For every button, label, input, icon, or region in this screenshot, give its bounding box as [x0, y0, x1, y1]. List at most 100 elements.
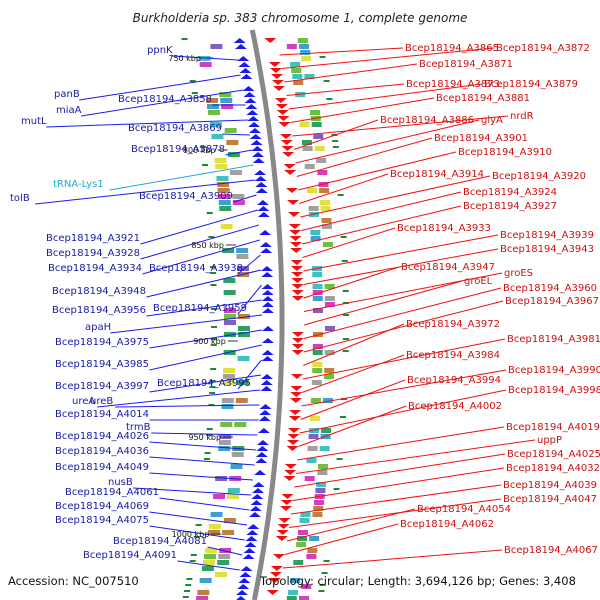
reverse-gene-arrow: [290, 248, 303, 253]
gene-label-left[interactable]: Bcep18194_A4081: [113, 536, 207, 547]
gene-label-left[interactable]: Bcep18194_A4075: [55, 515, 149, 526]
gene-label-right[interactable]: Bcep18194_A3984: [406, 350, 500, 361]
gene-label-right[interactable]: Bcep18194_A3910: [458, 147, 552, 158]
feature-block: [202, 560, 215, 565]
gene-label-right[interactable]: Bcep18194_A3981: [507, 334, 600, 345]
forward-gene-arrow: [245, 104, 258, 109]
gene-label-left[interactable]: Bcep18194_A4061: [65, 487, 159, 498]
gene-label-left[interactable]: tRNA-Lys1: [53, 179, 104, 190]
gene-label-right[interactable]: Bcep18194_A3998: [508, 385, 600, 396]
gene-label-right[interactable]: Bcep18194_A4067: [504, 545, 598, 556]
feature-block: [236, 266, 249, 271]
gene-label-right[interactable]: Bcep18194_A3881: [436, 93, 530, 104]
gene-label-left[interactable]: tolB: [10, 193, 30, 204]
gene-label-right[interactable]: Bcep18194_A3972: [406, 319, 500, 330]
gene-label-left[interactable]: Bcep18194_A4026: [55, 431, 149, 442]
gene-label-left[interactable]: Bcep18194_A3909: [139, 191, 233, 202]
gene-label-left[interactable]: Bcep18194_A3956: [52, 305, 146, 316]
gene-label-left[interactable]: Bcep18194_A4036: [55, 446, 149, 457]
gene-label-right[interactable]: Bcep18194_A4019: [506, 422, 600, 433]
gene-label-right[interactable]: Bcep18194_A4054: [417, 504, 511, 515]
track-dash: [193, 536, 200, 538]
gene-label-right[interactable]: Bcep18194_A4032: [506, 463, 600, 474]
gene-label-left[interactable]: Bcep18194_A4091: [83, 550, 177, 561]
gene-label-right[interactable]: Bcep18194_A3872: [496, 43, 590, 54]
feature-block: [224, 128, 237, 133]
label-connector: [294, 453, 506, 488]
gene-label-left[interactable]: Bcep18194_A4069: [55, 501, 149, 512]
label-connector: [286, 83, 405, 96]
feature-block: [224, 320, 236, 325]
feature-block: [301, 584, 312, 589]
gene-label-left[interactable]: Bcep18194_A3858: [118, 94, 212, 105]
gene-label-left[interactable]: Bcep18194_A4049: [55, 462, 149, 473]
gene-label-left[interactable]: Bcep18194_A3975: [55, 337, 149, 348]
gene-label-left[interactable]: ppnK: [147, 45, 173, 56]
gene-label-right[interactable]: Bcep18194_A3947: [401, 262, 495, 273]
gene-label-left[interactable]: miaA: [56, 105, 82, 116]
gene-label-right[interactable]: groES: [504, 268, 533, 279]
gene-label-left[interactable]: panB: [54, 89, 80, 100]
gene-label-right[interactable]: Bcep18194_A3886: [380, 115, 474, 126]
gene-label-right[interactable]: Bcep18194_A3933: [397, 223, 491, 234]
feature-block: [321, 428, 332, 433]
gene-label-right[interactable]: Bcep18194_A3939: [500, 230, 594, 241]
label-connector: [142, 239, 260, 275]
gene-label-left[interactable]: Bcep18194_A3938: [149, 263, 243, 274]
gene-label-left[interactable]: mutL: [21, 116, 47, 127]
gene-label-left[interactable]: Bcep18194_A3997: [55, 381, 149, 392]
gene-label-right[interactable]: Bcep18194_A3990: [508, 365, 600, 376]
gene-label-right[interactable]: Bcep18194_A3920: [492, 171, 586, 182]
gene-label-right[interactable]: Bcep18194_A3960: [503, 283, 597, 294]
gene-label-left[interactable]: Bcep18194_A3985: [55, 359, 149, 370]
gene-label-left[interactable]: trmB: [126, 422, 151, 433]
gene-label-right[interactable]: Bcep18194_A3927: [463, 201, 557, 212]
gene-label-right[interactable]: Bcep18194_A4047: [503, 494, 597, 505]
gene-label-right[interactable]: Bcep18194_A3873: [406, 79, 500, 90]
gene-label-left[interactable]: Bcep18194_A3869: [128, 123, 222, 134]
gene-label-left[interactable]: Bcep18194_A3928: [46, 248, 140, 259]
feature-block: [313, 134, 324, 139]
gene-label-left[interactable]: Bcep18194_A3878: [131, 144, 225, 155]
gene-label-left[interactable]: Bcep18194_A3934: [48, 263, 142, 274]
gene-label-right[interactable]: Bcep18194_A3943: [500, 244, 594, 255]
gene-label-right[interactable]: Bcep18194_A3865: [405, 43, 499, 54]
gene-label-left[interactable]: Bcep18194_A4014: [55, 409, 149, 420]
reverse-gene-arrow: [266, 590, 279, 595]
gene-label-left[interactable]: Bcep18194_A3921: [46, 233, 140, 244]
gene-label-right[interactable]: nrdR: [510, 111, 534, 122]
feature-block: [217, 182, 230, 187]
feature-block: [223, 290, 236, 295]
gene-label-right[interactable]: Bcep18194_A3871: [419, 59, 513, 70]
label-connector-lines: [35, 47, 536, 571]
gene-label-left[interactable]: apaH: [85, 322, 111, 333]
gene-label-right[interactable]: Bcep18194_A3967: [505, 296, 599, 307]
gene-label-left[interactable]: Bcep18194_A3948: [52, 286, 146, 297]
feature-block: [235, 242, 248, 247]
gene-label-left[interactable]: nusB: [108, 477, 133, 488]
kbp-tick-label: 850 kbp: [191, 241, 224, 250]
gene-label-left[interactable]: ureA: [72, 396, 95, 407]
label-connector: [298, 151, 457, 191]
gene-label-left[interactable]: Bcep18194_A3959: [153, 303, 247, 314]
gene-label-right[interactable]: Bcep18194_A4062: [400, 519, 494, 530]
label-connector: [300, 175, 491, 218]
gene-label-right[interactable]: glyA: [481, 115, 503, 126]
gene-label-right[interactable]: Bcep18194_A3924: [463, 187, 557, 198]
track-dash: [204, 458, 211, 460]
gene-label-right[interactable]: Bcep18194_A4002: [408, 401, 502, 412]
feature-block: [223, 518, 236, 523]
gene-label-right[interactable]: Bcep18194_A4039: [503, 480, 597, 491]
gene-label-right[interactable]: Bcep18194_A3901: [434, 133, 528, 144]
gene-label-right[interactable]: Bcep18194_A3879: [484, 79, 578, 90]
reverse-gene-arrow: [284, 470, 297, 475]
gene-label-right[interactable]: groEL: [464, 276, 493, 287]
gene-label-left[interactable]: ureB: [90, 396, 113, 407]
gene-label-right[interactable]: uppP: [537, 435, 562, 446]
gene-label-left[interactable]: Bcep18194_A3995: [157, 378, 251, 389]
label-connector: [159, 497, 250, 511]
gene-label-right[interactable]: Bcep18194_A3914: [390, 169, 484, 180]
feature-block: [221, 404, 234, 409]
gene-label-right[interactable]: Bcep18194_A3994: [407, 375, 501, 386]
gene-label-right[interactable]: Bcep18194_A4025: [507, 449, 600, 460]
